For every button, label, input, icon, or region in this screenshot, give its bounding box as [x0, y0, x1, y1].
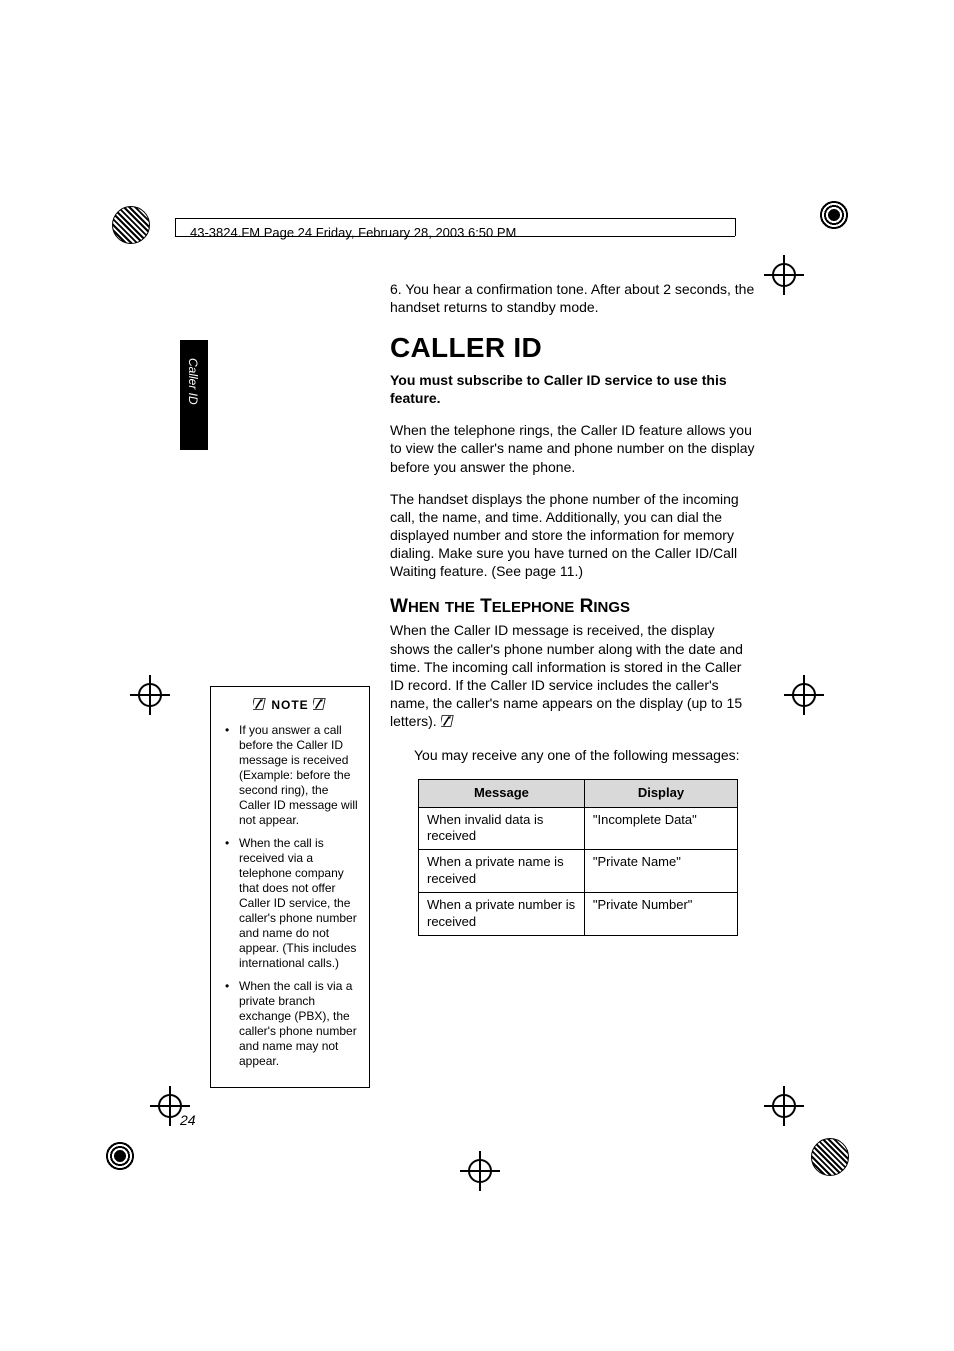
main-content: 6. You hear a confirmation tone. After a… — [390, 280, 755, 936]
table-cell: "Private Number" — [584, 893, 737, 936]
reg-cross-top — [764, 255, 804, 295]
table-cell: "Private Name" — [584, 850, 737, 893]
note-item: If you answer a call before the Caller I… — [225, 723, 361, 828]
table-cell: "Incomplete Data" — [584, 807, 737, 850]
crop-line — [175, 218, 176, 236]
indent-block: You may receive any one of the following… — [414, 746, 749, 935]
para-3: When the Caller ID message is received, … — [390, 621, 755, 732]
note-item: When the call is via a private branch ex… — [225, 979, 361, 1069]
para-2: The handset displays the phone number of… — [390, 490, 755, 581]
table-cell: When a private name is received — [419, 850, 585, 893]
page-header: 43-3824.FM Page 24 Friday, February 28, … — [190, 225, 516, 240]
note-list: If you answer a call before the Caller I… — [219, 723, 361, 1069]
table-header-message: Message — [419, 779, 585, 807]
table-cell: When invalid data is received — [419, 807, 585, 850]
table-row: When invalid data is received "Incomplet… — [419, 807, 738, 850]
pencil-icon — [253, 697, 267, 715]
section-title-caller-id: CALLER ID — [390, 330, 755, 366]
reg-mark-top-left — [100, 194, 160, 254]
note-label: NOTE — [271, 698, 308, 712]
note-item: When the call is received via a telephon… — [225, 836, 361, 971]
reg-mark-bottom-right — [799, 1126, 859, 1186]
step-6: 6. You hear a confirmation tone. After a… — [390, 280, 755, 316]
note-ref-icon — [441, 714, 455, 732]
table-header-display: Display — [584, 779, 737, 807]
note-box: NOTE If you answer a call before the Cal… — [210, 686, 370, 1088]
reg-mark-bottom-left — [90, 1126, 150, 1186]
lead-bold: You must subscribe to Caller ID service … — [390, 371, 755, 407]
reg-cross-bottom-center — [460, 1151, 500, 1191]
side-tab: Caller ID — [180, 340, 208, 450]
table-cell: When a private number is received — [419, 893, 585, 936]
message-table: Message Display When invalid data is rec… — [418, 779, 738, 936]
reg-cross-bottom-right — [764, 1086, 804, 1126]
reg-cross-left — [130, 675, 170, 715]
para-1: When the telephone rings, the Caller ID … — [390, 421, 755, 476]
crop-line — [175, 218, 735, 219]
note-title: NOTE — [219, 697, 361, 715]
reg-mark-top-right — [804, 185, 864, 245]
reg-cross-right — [784, 675, 824, 715]
side-tab-label: Caller ID — [186, 358, 200, 405]
table-row: When a private name is received "Private… — [419, 850, 738, 893]
page-number: 24 — [180, 1112, 196, 1128]
pencil-icon — [313, 697, 327, 715]
subsection-title-rings: WHEN THE TELEPHONE RINGS — [390, 595, 755, 620]
table-row: When a private number is received "Priva… — [419, 893, 738, 936]
crop-line — [735, 218, 736, 236]
para-4: You may receive any one of the following… — [414, 746, 749, 764]
